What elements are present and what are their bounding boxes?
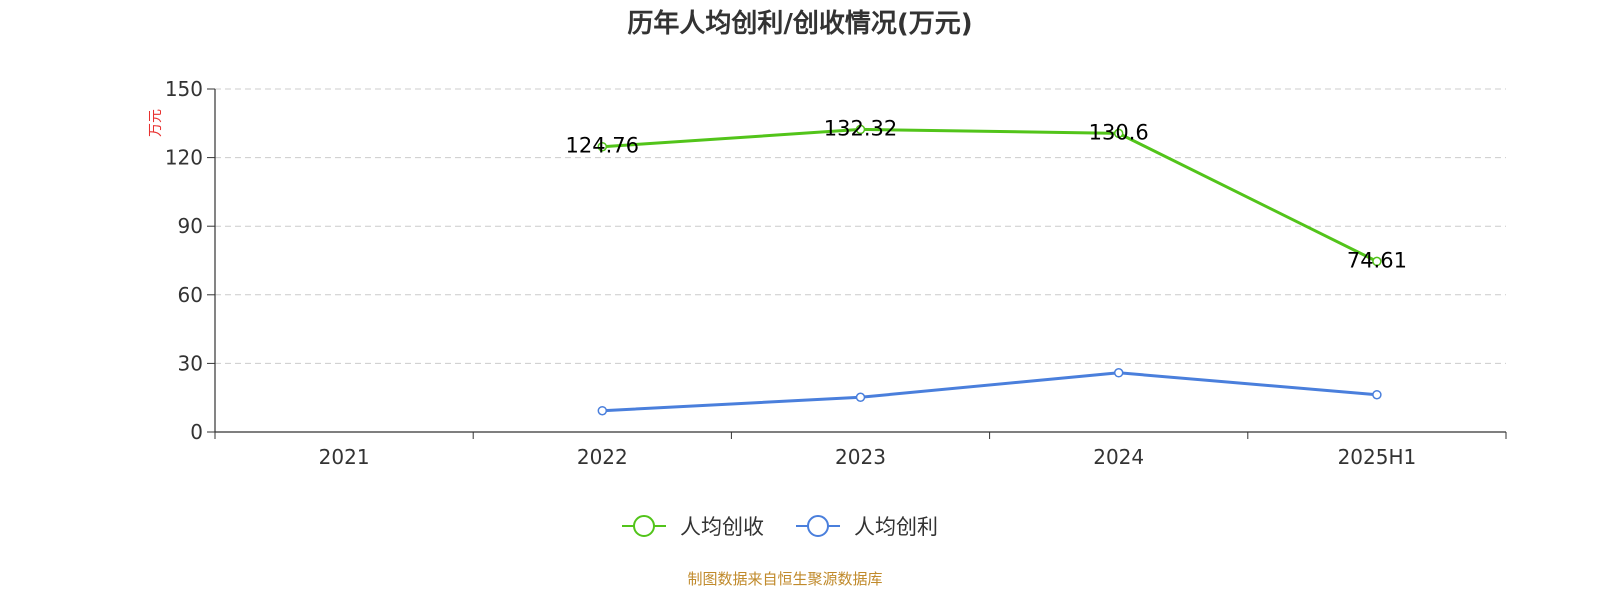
data-labels: 124.76 132.32 130.6 74.61	[566, 116, 1407, 272]
axes: 0 30 60 90 120 150 2021 2022 2023 2024 2025H1	[165, 77, 1507, 469]
series-0	[597, 124, 1382, 267]
data-label: 74.61	[1347, 248, 1407, 272]
data-point[interactable]	[855, 124, 866, 135]
series-1	[597, 368, 1382, 416]
legend-marker-icon	[633, 515, 655, 537]
grid-lines	[215, 88, 1506, 364]
data-point[interactable]	[1113, 368, 1124, 378]
data-label: 130.6	[1089, 120, 1149, 144]
legend-marker-icon	[807, 515, 829, 537]
y-tick-label: 0	[190, 420, 203, 444]
data-point[interactable]	[855, 392, 866, 402]
data-point[interactable]	[1372, 256, 1382, 267]
x-tick-label: 2022	[577, 445, 628, 469]
x-tick-label: 2023	[835, 445, 886, 469]
y-tick-label: 90	[178, 214, 203, 238]
y-tick-label: 60	[178, 283, 203, 307]
legend-label: 人均创收	[680, 515, 764, 539]
source-note: 制图数据来自恒生聚源数据库	[687, 570, 882, 588]
chart-title: 历年人均创利/创收情况(万元)	[627, 8, 972, 39]
data-point[interactable]	[1113, 128, 1124, 139]
legend-label: 人均创利	[854, 515, 938, 539]
y-tick-label: 120	[165, 146, 203, 170]
series-line	[602, 127, 1378, 263]
y-tick-label: 150	[165, 77, 203, 101]
data-label: 132.32	[824, 116, 897, 140]
series-line	[602, 371, 1378, 413]
y-axis-label: 万元	[148, 109, 164, 137]
legend-item-0[interactable]: 人均创收	[622, 515, 764, 539]
x-tick-label: 2021	[319, 445, 370, 469]
series-layer	[597, 124, 1382, 416]
x-tick-label: 2025H1	[1338, 445, 1417, 469]
x-tick-label: 2024	[1093, 445, 1144, 469]
data-point[interactable]	[1372, 389, 1382, 400]
data-point[interactable]	[597, 141, 608, 152]
legend[interactable]: 人均创收 人均创利	[622, 515, 938, 539]
data-label: 124.76	[566, 134, 639, 158]
data-point[interactable]	[597, 405, 608, 416]
legend-item-1[interactable]: 人均创利	[796, 515, 938, 539]
y-tick-label: 30	[178, 351, 203, 375]
